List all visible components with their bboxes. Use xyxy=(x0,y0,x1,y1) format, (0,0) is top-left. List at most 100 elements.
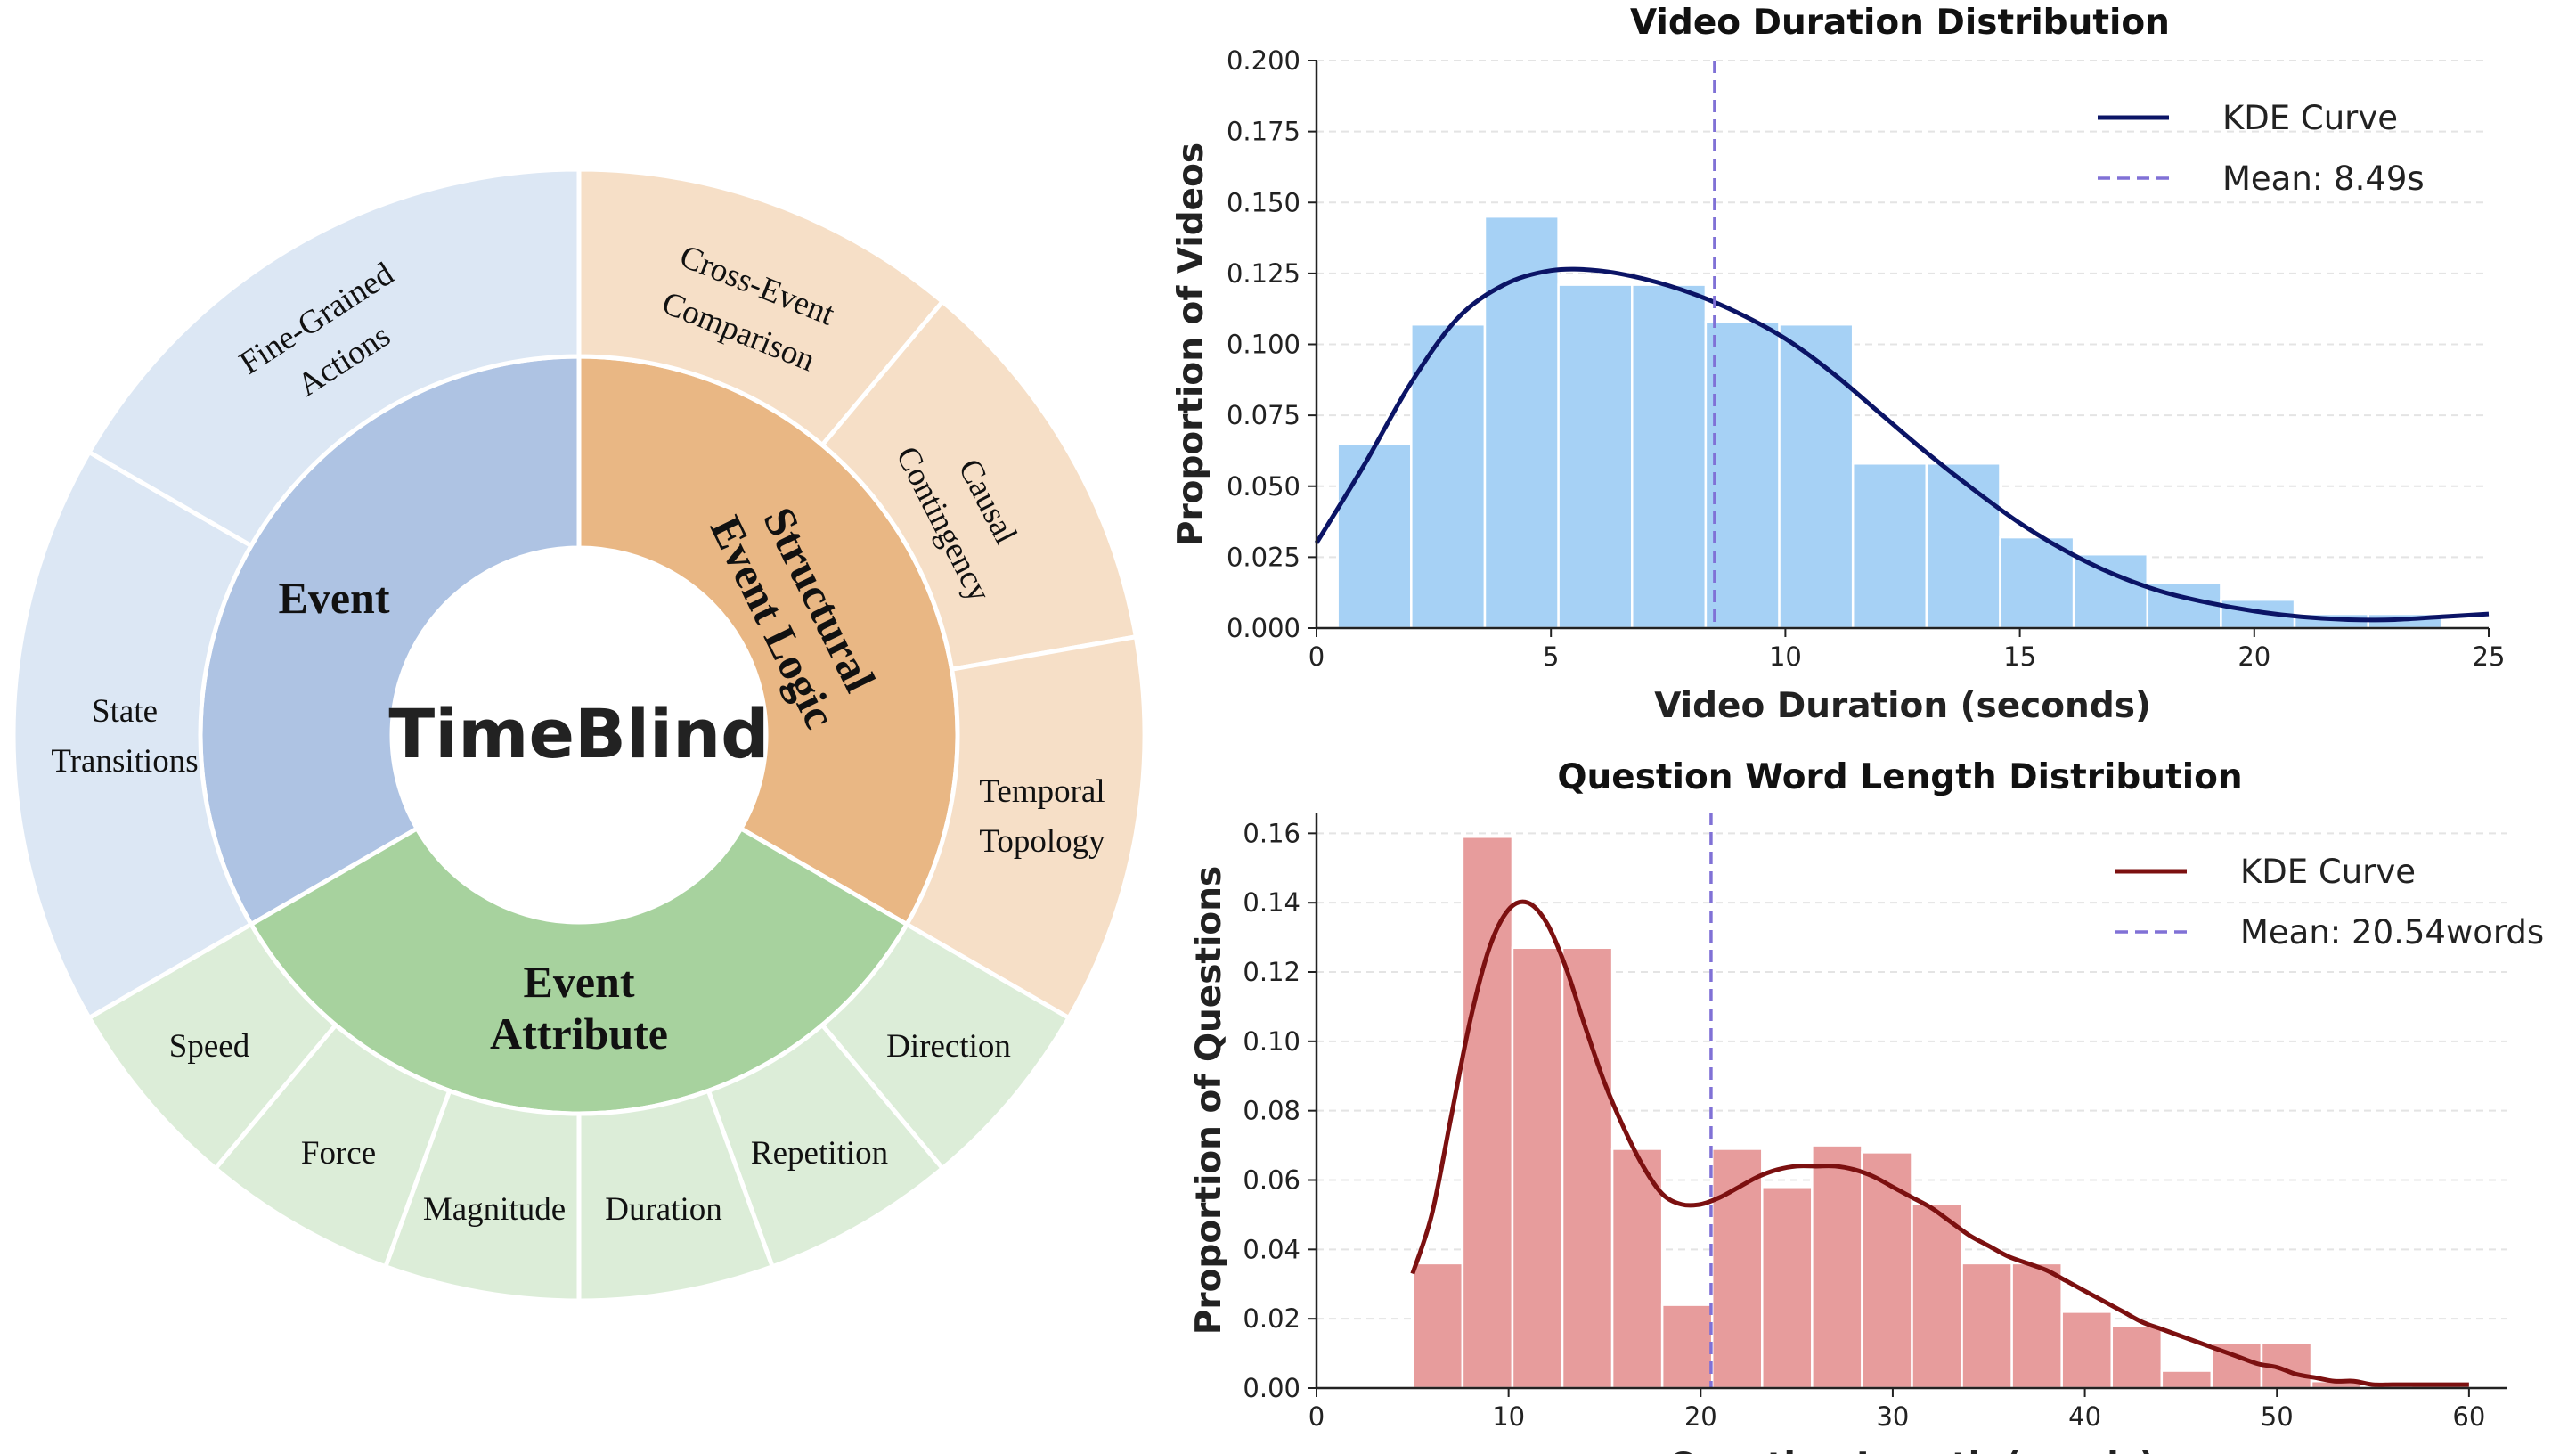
x-tick-label: 10 xyxy=(1492,1401,1525,1432)
x-tick-label: 15 xyxy=(2003,641,2036,672)
outer-label-group: Direction xyxy=(886,1028,1011,1065)
center-label: TimeBlind xyxy=(388,694,769,773)
y-tick-label: 0.000 xyxy=(1227,613,1300,643)
question-length-chart: 0.00 0.02 0.04 0.06 0.08 0.10 0.12 0.14 0.16 0 10 2… xyxy=(1189,757,2544,1454)
sunburst-outer-speed xyxy=(86,921,339,1172)
histogram-bar xyxy=(1610,1148,1664,1390)
outer-label-group: State Transitions xyxy=(51,693,198,780)
y-tick-label: 0.12 xyxy=(1243,957,1300,987)
outer-label-group: Magnitude xyxy=(423,1191,566,1228)
histogram-bar xyxy=(1778,323,1855,630)
histogram-bar xyxy=(1461,835,1514,1390)
histogram-bar xyxy=(1336,442,1413,630)
inner-category-label: Event xyxy=(279,573,390,623)
outer-label-group: Force xyxy=(301,1135,376,1172)
y-tick-label: 0.02 xyxy=(1243,1303,1300,1334)
histogram-bar xyxy=(1561,946,1614,1390)
y-tick-label: 0.125 xyxy=(1227,258,1300,289)
y-tick-label: 0.100 xyxy=(1227,330,1300,360)
chart-title: Question Word Length Distribution xyxy=(1557,757,2242,797)
histogram-bar xyxy=(1410,323,1487,630)
histogram-bar xyxy=(2060,1311,2114,1390)
y-tick-label: 0.10 xyxy=(1243,1026,1300,1057)
x-tick-label: 0 xyxy=(1308,641,1325,672)
histogram-bar xyxy=(1925,462,2001,630)
x-tick-label: 50 xyxy=(2261,1401,2294,1432)
y-tick-label: 0.175 xyxy=(1227,117,1300,147)
histogram-bar xyxy=(2010,1262,2063,1390)
chart-title: Video Duration Distribution xyxy=(1630,3,2170,43)
histogram-bar xyxy=(1557,283,1634,630)
y-tick-label: 0.04 xyxy=(1243,1234,1300,1264)
histogram-bar xyxy=(1961,1262,2013,1390)
inner-category-label: Event xyxy=(524,957,635,1007)
outer-subcategory-label: Duration xyxy=(605,1191,722,1228)
histogram-bar xyxy=(1704,320,1781,630)
histogram-bar xyxy=(1861,1151,1913,1390)
outer-subcategory-label: Repetition xyxy=(751,1135,888,1172)
y-tick-label: 0.025 xyxy=(1227,542,1300,572)
histogram-bar xyxy=(1851,462,1928,630)
histogram-bar xyxy=(2110,1324,2164,1390)
y-axis-label: Proportion of Questions xyxy=(1189,866,1229,1335)
outer-subcategory-label: State xyxy=(92,693,158,730)
x-axis-label: Video Duration (seconds) xyxy=(1654,686,2151,726)
outer-subcategory-label: Speed xyxy=(169,1028,250,1065)
histogram-bar xyxy=(1811,1144,1863,1390)
y-tick-label: 0.00 xyxy=(1243,1373,1300,1403)
y-tick-label: 0.075 xyxy=(1227,400,1300,430)
outer-subcategory-label: Transitions xyxy=(51,743,198,780)
x-tick-label: 20 xyxy=(1684,1401,1717,1432)
video-duration-chart: 0.000 0.025 0.050 0.075 0.100 0.125 0.150 0.175… xyxy=(1171,3,2505,726)
histogram-bar xyxy=(1631,283,1708,630)
y-axis-label-group: Proportion of Questions xyxy=(1189,866,1229,1335)
outer-label-group: Repetition xyxy=(751,1135,888,1172)
x-tick-label: 10 xyxy=(1769,641,1802,672)
histogram-bar xyxy=(1999,535,2075,630)
histogram-bar xyxy=(1660,1303,1714,1390)
inner-category-label: Attribute xyxy=(490,1009,668,1058)
histogram-bar xyxy=(2160,1369,2213,1390)
histogram-bar xyxy=(1911,1203,1963,1390)
histogram-bar xyxy=(1761,1186,1814,1390)
outer-subcategory-label: Force xyxy=(301,1135,376,1172)
histogram-bar xyxy=(1511,946,1564,1390)
y-axis-label-group: Proportion of Videos xyxy=(1171,143,1211,546)
legend-mean-label: Mean: 20.54words xyxy=(2240,913,2544,952)
y-tick-label: 0.150 xyxy=(1227,187,1300,217)
histogram-bar xyxy=(1483,215,1560,630)
legend-mean-label: Mean: 8.49s xyxy=(2222,159,2425,198)
x-tick-label: 25 xyxy=(2473,641,2506,672)
histogram-bar xyxy=(1710,1148,1764,1390)
sunburst-outer-state-transitions xyxy=(11,449,255,1021)
x-tick-label: 5 xyxy=(1543,641,1559,672)
y-tick-label: 0.050 xyxy=(1227,471,1300,502)
y-tick-label: 0.14 xyxy=(1243,887,1300,918)
y-axis-label: Proportion of Videos xyxy=(1171,143,1211,546)
outer-subcategory-label: Temporal xyxy=(979,773,1105,810)
outer-subcategory-label: Magnitude xyxy=(423,1191,566,1228)
outer-subcategory-label: Direction xyxy=(886,1028,1011,1065)
legend-kde-label: KDE Curve xyxy=(2222,99,2398,137)
legend-kde-label: KDE Curve xyxy=(2240,853,2416,891)
y-tick-label: 0.06 xyxy=(1243,1165,1300,1196)
x-tick-label: 40 xyxy=(2068,1401,2101,1432)
x-tick-label: 30 xyxy=(1876,1401,1909,1432)
outer-subcategory-label: Topology xyxy=(979,823,1105,860)
y-tick-label: 0.200 xyxy=(1227,45,1300,76)
kde-curve xyxy=(1410,899,2469,1387)
histogram-bar xyxy=(1411,1262,1464,1390)
outer-label-group: Speed xyxy=(169,1028,250,1065)
histogram-bar xyxy=(2072,552,2149,630)
inner-label-group: Event xyxy=(279,573,390,623)
kde-curve xyxy=(1314,266,2490,623)
y-tick-label: 0.16 xyxy=(1243,818,1300,848)
sunburst-outer-fine-grained-actions xyxy=(86,167,582,549)
outer-label-group: Duration xyxy=(605,1191,722,1228)
x-axis-label: Question Length (words) xyxy=(1668,1446,2156,1454)
x-tick-label: 0 xyxy=(1308,1401,1325,1432)
x-tick-label: 60 xyxy=(2452,1401,2485,1432)
